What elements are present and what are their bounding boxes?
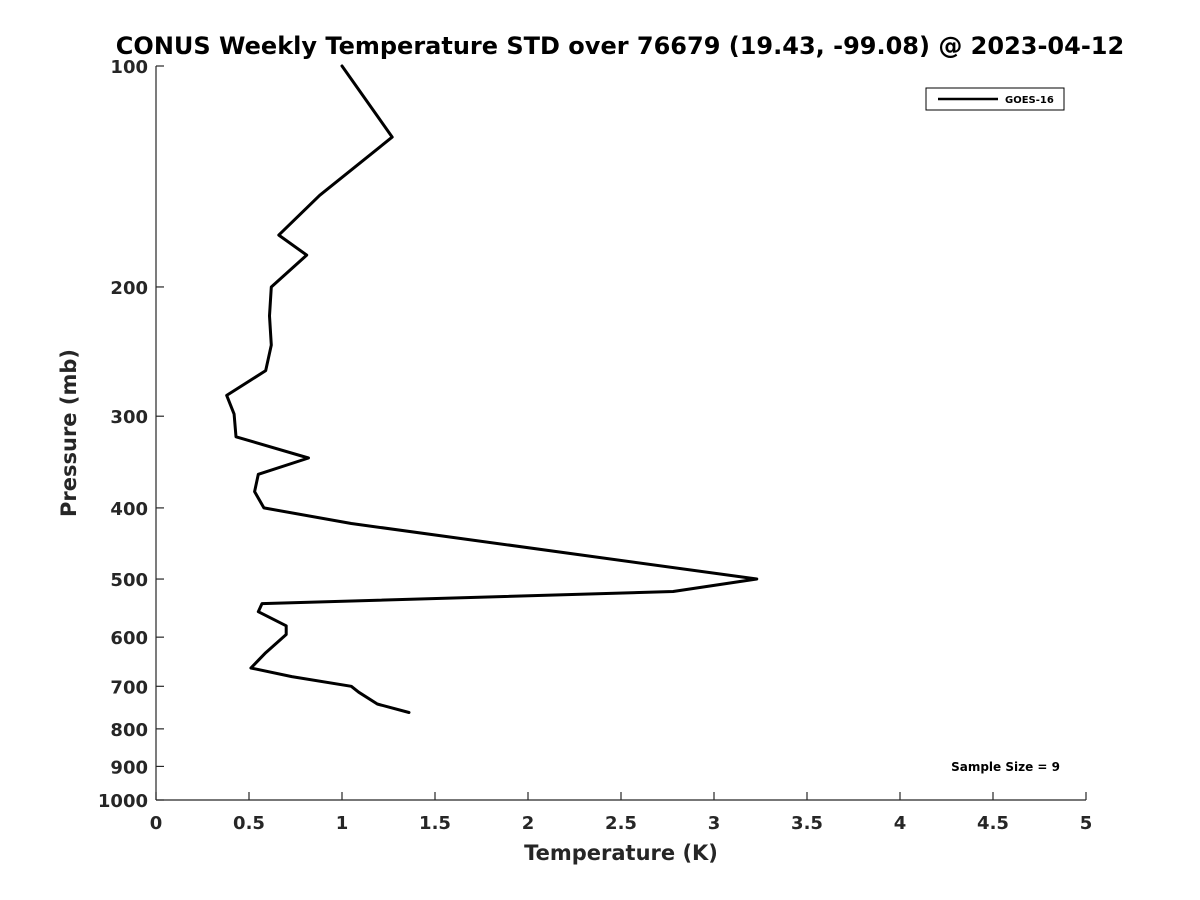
x-tick-label: 4 bbox=[894, 813, 907, 834]
x-tick-label: 0 bbox=[150, 813, 163, 834]
x-tick-label: 5 bbox=[1080, 813, 1093, 834]
y-axis-label: Pressure (mb) bbox=[57, 349, 81, 517]
y-tick-label: 100 bbox=[110, 57, 148, 78]
chart-title: CONUS Weekly Temperature STD over 76679 … bbox=[116, 32, 1124, 60]
y-tick-label: 200 bbox=[110, 278, 148, 299]
x-axis-label: Temperature (K) bbox=[524, 841, 718, 865]
y-tick-label: 300 bbox=[110, 407, 148, 428]
x-tick-label: 4.5 bbox=[977, 813, 1009, 834]
y-tick-label: 900 bbox=[110, 757, 148, 778]
x-tick-label: 1.5 bbox=[419, 813, 451, 834]
x-ticks: 0 0.5 1 1.5 2 2.5 3 3.5 4 4.5 5 bbox=[150, 792, 1093, 834]
y-tick-label: 700 bbox=[110, 677, 148, 698]
y-tick-label: 600 bbox=[110, 628, 148, 649]
x-tick-label: 2 bbox=[522, 813, 535, 834]
series-line-goes-16 bbox=[225, 64, 759, 714]
y-ticks: 100 200 300 400 500 600 700 800 900 1000 bbox=[98, 57, 164, 812]
series-layer bbox=[225, 64, 759, 714]
x-tick-label: 3 bbox=[708, 813, 721, 834]
y-tick-label: 400 bbox=[110, 499, 148, 520]
x-tick-label: 2.5 bbox=[605, 813, 637, 834]
legend: GOES-16 bbox=[925, 87, 1065, 111]
axes bbox=[155, 66, 1086, 801]
x-tick-label: 1 bbox=[336, 813, 349, 834]
y-tick-label: 500 bbox=[110, 570, 148, 591]
y-tick-label: 1000 bbox=[98, 791, 148, 812]
x-tick-label: 3.5 bbox=[791, 813, 823, 834]
x-tick-label: 0.5 bbox=[233, 813, 265, 834]
y-tick-label: 800 bbox=[110, 720, 148, 741]
sample-size-annotation: Sample Size = 9 bbox=[951, 760, 1060, 774]
legend-label-goes-16: GOES-16 bbox=[1005, 95, 1054, 106]
